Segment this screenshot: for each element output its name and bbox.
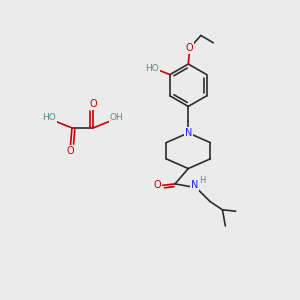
Text: N: N [191,180,198,190]
Text: OH: OH [110,113,124,122]
Text: HO: HO [42,113,56,122]
Text: O: O [89,99,97,109]
Text: HO: HO [146,64,159,73]
Text: N: N [184,128,192,138]
Text: O: O [186,43,194,53]
Text: O: O [67,146,74,156]
Text: O: O [154,180,161,190]
Text: H: H [199,176,206,185]
